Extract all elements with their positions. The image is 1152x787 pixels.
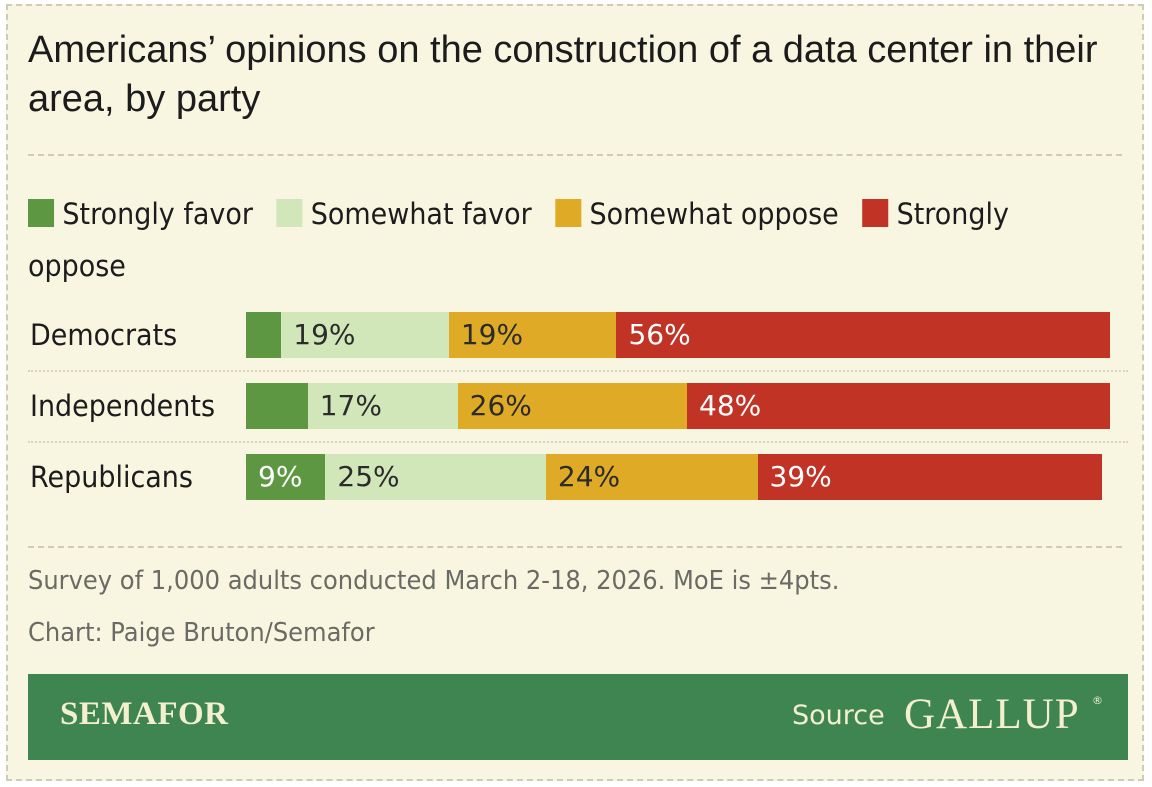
bar-value-label: 9%	[258, 460, 303, 493]
chart-credit: Chart: Paige Bruton/Semafor	[28, 618, 375, 648]
legend-swatch-strongly-favor	[28, 199, 55, 227]
legend-label: Strongly oppose	[28, 197, 1009, 283]
bar-segment-somewhat-oppose: 19%	[448, 312, 617, 358]
legend-swatch-somewhat-oppose	[555, 199, 582, 227]
bar-value-label: 24%	[557, 460, 621, 493]
legend-label: Somewhat oppose	[589, 197, 839, 231]
bar-value-label: 19%	[293, 318, 356, 351]
bar-segment-strongly-oppose: 39%	[757, 454, 1102, 500]
category-label: Republicans	[30, 460, 193, 494]
survey-note: Survey of 1,000 adults conducted March 2…	[28, 566, 840, 596]
bar-track: 17% 26% 48%	[246, 383, 1128, 429]
bar-value-label: 26%	[469, 389, 532, 422]
legend-swatch-somewhat-favor	[276, 199, 303, 227]
bar-value-label: 25%	[337, 460, 400, 493]
legend: Strongly favor Somewhat favor Somewhat o…	[28, 188, 1051, 292]
bar-segment-somewhat-oppose: 24%	[545, 454, 758, 500]
category-label: Independents	[30, 389, 215, 423]
legend-swatch-strongly-oppose	[862, 199, 889, 227]
bar-value-label: 56%	[628, 318, 691, 351]
bar-segment-somewhat-favor: 25%	[325, 454, 546, 500]
notes-divider	[28, 546, 1122, 548]
category-label: Democrats	[30, 318, 178, 352]
chart-title: Americans’ opinions on the construction …	[28, 29, 1098, 120]
legend-item-somewhat-favor: Somewhat favor	[276, 197, 532, 231]
bar-segment-somewhat-favor: 19%	[281, 312, 449, 358]
bar-track: 9% 25% 24% 39%	[246, 454, 1128, 500]
legend-item-strongly-oppose: Strongly oppose	[28, 197, 1009, 283]
legend-item-strongly-favor: Strongly favor	[28, 197, 253, 231]
bar-value-label: 19%	[460, 318, 524, 351]
footer-bar: SEMAFOR Source GALLUP ®	[28, 674, 1128, 760]
bar-row-democrats: Democrats 19% 19% 56%	[28, 312, 1128, 358]
bar-segment-strongly-oppose: 48%	[687, 383, 1111, 429]
chart-card: Americans’ opinions on the construction …	[6, 4, 1144, 781]
bar-row-independents: Independents 17% 26% 48%	[28, 383, 1128, 429]
registered-mark: ®	[1092, 694, 1103, 707]
source-label: Source	[792, 700, 885, 731]
gallup-logo: GALLUP	[904, 691, 1080, 738]
bar-segment-strongly-oppose: 56%	[616, 312, 1111, 358]
legend-item-somewhat-oppose: Somewhat oppose	[555, 197, 839, 231]
bar-track: 19% 19% 56%	[246, 312, 1128, 358]
title-divider	[28, 154, 1122, 156]
row-divider	[28, 370, 1128, 372]
bar-segment-strongly-favor	[246, 312, 282, 358]
bar-row-republicans: Republicans 9% 25% 24% 39%	[28, 454, 1128, 500]
legend-label: Strongly favor	[62, 197, 253, 231]
row-divider	[28, 441, 1128, 443]
bar-segment-somewhat-oppose: 26%	[457, 383, 687, 429]
bar-segment-strongly-favor	[246, 383, 308, 429]
bar-value-label: 39%	[769, 460, 832, 493]
semafor-logo: SEMAFOR	[60, 696, 229, 732]
bar-value-label: 17%	[319, 389, 382, 422]
stacked-bar-chart: Democrats 19% 19% 56% Independents 17% 26% 48% R…	[8, 306, 1146, 516]
bar-value-label: 48%	[699, 389, 762, 422]
bar-segment-strongly-favor: 9%	[246, 454, 326, 500]
bar-segment-somewhat-favor: 17%	[307, 383, 458, 429]
legend-label: Somewhat favor	[310, 197, 532, 231]
